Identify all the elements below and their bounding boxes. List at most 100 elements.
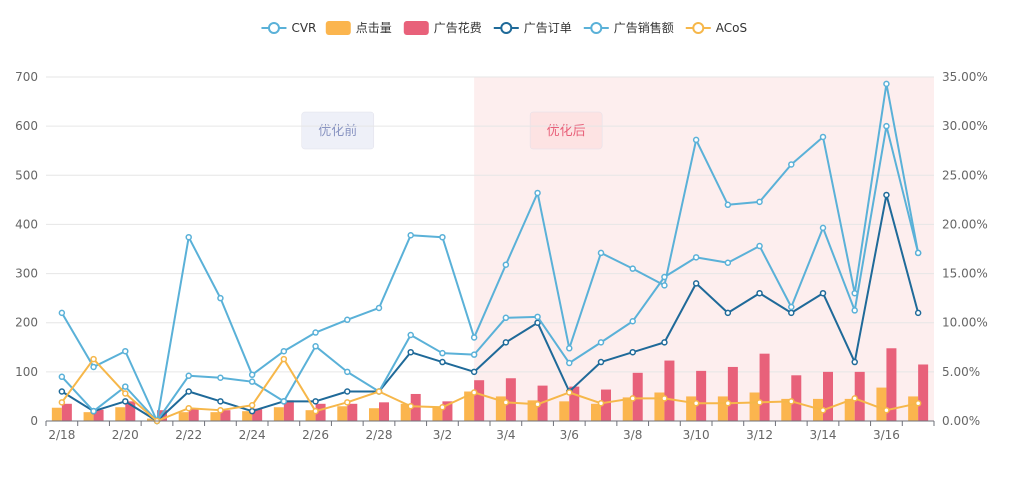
bar-广告花费 [347,403,358,421]
point-广告销售额 [58,373,66,381]
point-CVR [90,363,97,371]
y-left-tick-label: 200 [15,316,38,330]
bar-点击量 [495,396,506,421]
bar-点击量 [781,398,792,421]
point-广告销售额 [470,351,478,358]
bar-广告花费 [823,371,833,421]
bar-点击量 [242,411,253,421]
bar-点击量 [178,412,189,421]
bar-点击量 [844,398,855,421]
legend[interactable]: CVR 点击量 广告花费 广告订单 广告销售额 ACoS [261,20,747,35]
point-广告订单 [819,289,827,297]
point-广告销售额 [407,331,414,339]
x-tick-label: 3/10 [683,428,710,442]
point-ACoS [756,399,763,406]
point-ACoS [534,401,541,408]
point-广告销售额 [344,368,351,376]
point-广告订单 [217,398,224,405]
y-left-tick-label: 100 [15,365,38,379]
point-CVR [661,282,668,289]
point-CVR [566,345,573,352]
point-广告销售额 [692,254,700,261]
axes-layer: 0 100 200 300 400 500 600 700 0.00% 5.00% 10.00% 15… [15,70,988,442]
bar-广告花费 [379,402,389,421]
bar-广告花费 [886,348,897,421]
legend-label-CVR: CVR [291,21,316,35]
point-广告订单 [851,358,858,366]
point-CVR [280,347,288,355]
point-广告订单 [185,388,192,395]
point-ACoS [248,402,256,409]
point-ACoS [851,395,858,402]
bar-广告花费 [569,386,580,421]
point-CVR [502,261,510,268]
bar-广告花费 [601,389,611,421]
x-tick-label: 3/2 [433,428,452,442]
bar-广告花费 [315,403,326,421]
legend-label-点击量: 点击量 [356,21,392,35]
y-right-tick-label: 5.00% [942,365,980,379]
point-广告订单 [914,309,922,317]
point-ACoS [883,406,890,414]
point-广告订单 [629,348,636,356]
point-广告订单 [344,388,351,395]
bar-广告花费 [759,353,770,421]
grid-layer [46,76,934,373]
point-ACoS [788,398,795,405]
point-广告订单 [597,358,605,366]
point-ACoS [90,355,97,363]
point-CVR [248,371,256,379]
point-CVR [185,233,192,241]
bar-点击量 [527,400,538,421]
point-广告销售额 [629,317,636,325]
point-广告订单 [534,319,541,326]
region-label-box-1 [529,111,603,150]
bar-点击量 [717,396,728,421]
bar-广告花费 [442,401,453,421]
point-CVR [756,198,763,206]
point-CVR [788,161,795,168]
bar-点击量 [83,412,94,421]
bar-点击量 [210,412,221,421]
legend-marker-广告销售额 [590,22,603,34]
x-tick-label: 3/6 [560,428,579,442]
point-广告销售额 [661,273,668,281]
point-CVR [724,201,732,209]
point-ACoS [819,406,827,414]
x-tick-label: 3/14 [810,428,837,442]
bar-广告花费 [125,401,136,421]
point-广告订单 [439,358,446,366]
y-right-tick-label: 35.00% [942,70,988,84]
point-广告订单 [312,398,319,405]
point-ACoS [470,389,478,396]
point-ACoS [566,389,573,396]
point-广告订单 [122,398,129,405]
point-ACoS [312,407,319,415]
point-ACoS [661,395,668,402]
bar-点击量 [464,391,475,421]
point-CVR [597,249,605,257]
point-CVR [375,304,383,312]
point-广告销售额 [90,407,97,415]
point-广告销售额 [788,303,795,311]
bar-广告花费 [474,380,485,421]
point-广告订单 [788,309,795,317]
point-广告销售额 [312,343,319,350]
point-ACoS [344,399,351,406]
point-ACoS [724,400,732,407]
legend-swatch-广告花费 [403,21,429,35]
bar-广告花费 [61,403,72,421]
point-广告销售额 [756,242,763,250]
point-CVR [122,347,129,355]
line-CVR [60,82,920,422]
bar-广告花费 [188,408,199,421]
region-label-0: 优化前 [318,123,357,139]
point-广告订单 [756,289,763,297]
point-CVR [629,265,636,272]
bar-点击量 [559,401,570,421]
legend-swatch-点击量 [325,21,351,35]
point-广告订单 [661,339,668,346]
point-广告订单 [407,348,414,356]
point-ACoS [597,400,605,407]
line-广告订单 [61,193,920,422]
